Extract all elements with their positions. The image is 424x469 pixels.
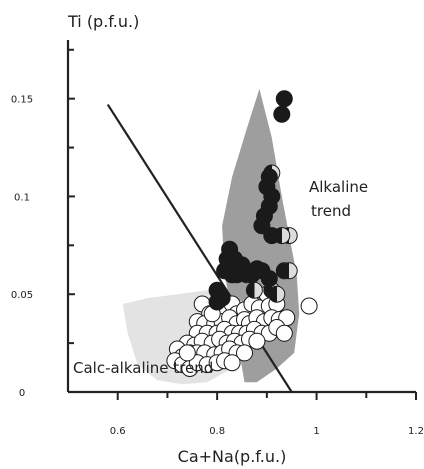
half-marker-point <box>245 281 263 299</box>
ticks-layer: 0 0.05 0.1 0.15 0.6 0.8 1 1.2 <box>11 48 424 437</box>
filled-marker-point <box>260 270 278 288</box>
filled-marker-point <box>208 293 226 311</box>
y-tick-label: 0.1 <box>14 192 30 203</box>
open-marker-point <box>300 297 318 315</box>
x-axis-label: Ca+Na(p.f.u.) <box>178 447 287 466</box>
open-marker-point <box>236 344 253 362</box>
x-tick-label: 0.8 <box>209 426 225 437</box>
x-tick-label: 1 <box>313 426 319 437</box>
y-tick-label: 0.05 <box>11 290 33 301</box>
filled-marker-point <box>228 266 246 284</box>
filled-marker-point <box>273 105 291 123</box>
half-marker-point <box>280 262 298 280</box>
labels-layer: Ti (p.f.u.) Ca+Na(p.f.u.) Alkaline trend… <box>67 12 368 466</box>
filled-marker-point <box>275 90 293 108</box>
alkaline-trend-label-line-1: Alkaline <box>309 178 368 196</box>
y-tick-label: 0 <box>19 388 25 399</box>
calc-alkaline-trend-label: Calc-alkaline trend <box>73 359 213 377</box>
open-marker-point <box>178 344 196 362</box>
open-marker-point <box>223 354 241 372</box>
y-tick-label: 0.15 <box>11 95 33 106</box>
filled-marker-point <box>263 227 281 245</box>
data-points-layer <box>166 90 318 377</box>
x-tick-label: 1.2 <box>408 426 424 437</box>
half-marker-point <box>268 285 286 303</box>
alkaline-trend-label-line-2: trend <box>311 202 351 220</box>
open-marker-point <box>248 332 266 350</box>
open-marker-point <box>275 324 293 342</box>
y-axis-label: Ti (p.f.u.) <box>67 12 139 31</box>
x-tick-label: 0.6 <box>110 426 126 437</box>
